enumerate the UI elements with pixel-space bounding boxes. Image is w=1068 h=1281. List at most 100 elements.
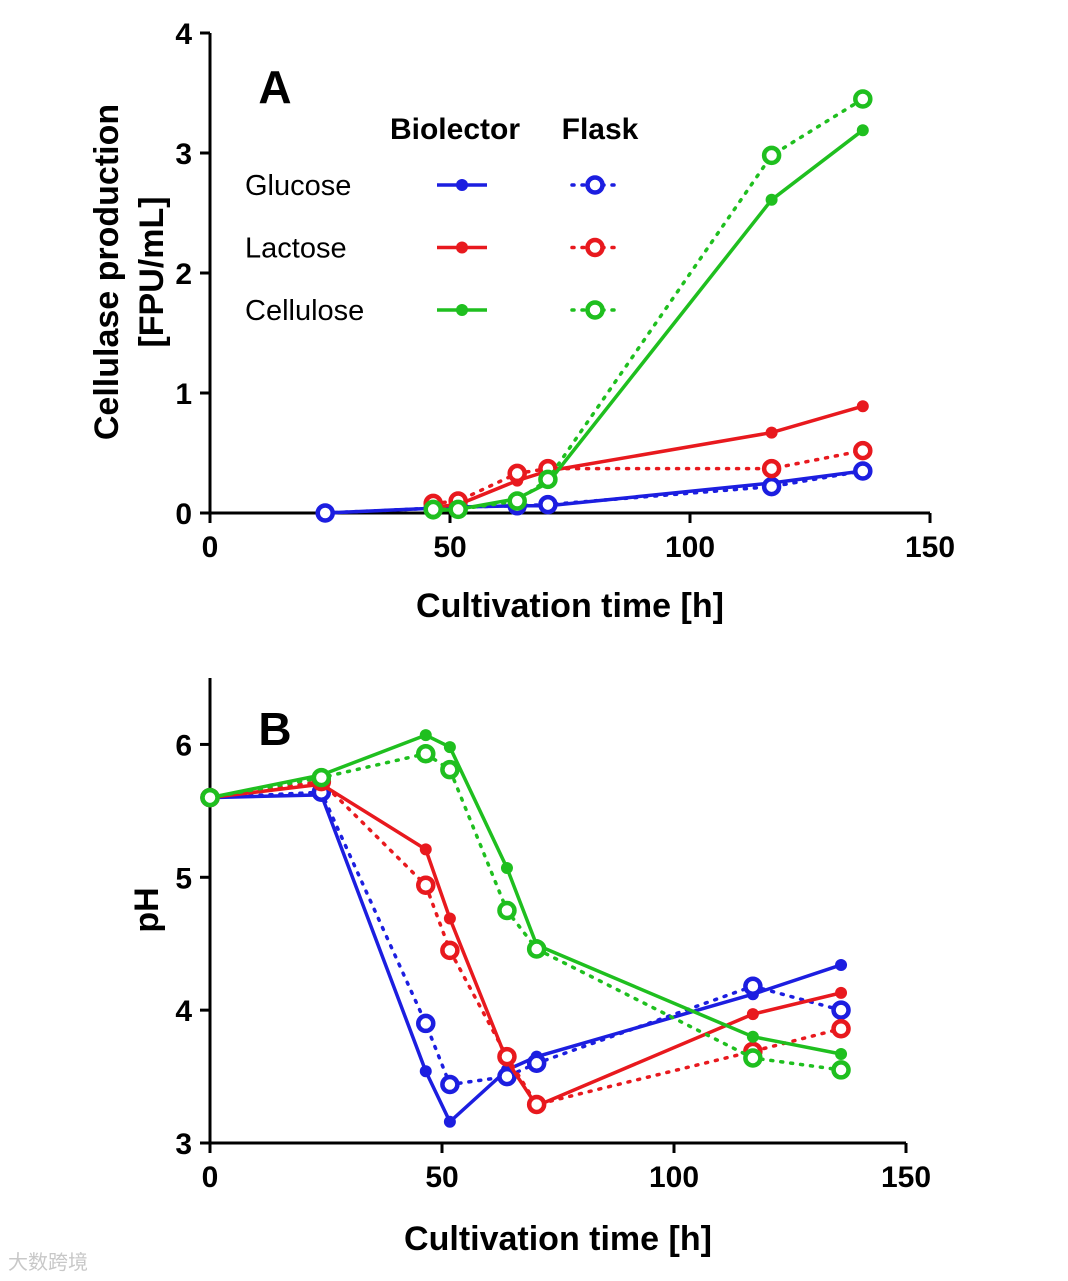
x-axis-label: Cultivation time [h] bbox=[416, 587, 724, 625]
data-point-open bbox=[743, 1048, 763, 1068]
y-axis-label: [FPU/mL] bbox=[133, 196, 171, 347]
data-point-open bbox=[507, 463, 527, 484]
data-point-open bbox=[497, 1046, 517, 1067]
data-point-open bbox=[311, 767, 332, 788]
series-line bbox=[208, 793, 843, 1125]
legend: Biolector Flask Glucose Lactose Cellulose bbox=[245, 113, 639, 327]
panel-label: B bbox=[258, 703, 291, 755]
y-tick-label: 5 bbox=[175, 862, 192, 895]
x-tick-label: 100 bbox=[649, 1161, 699, 1194]
data-point bbox=[443, 1115, 456, 1128]
legend-marker-open bbox=[585, 300, 605, 320]
panel-B: 0 50 100 150 3 4 5 6 Cultivation time [h] pH B bbox=[128, 678, 931, 1258]
data-point-open bbox=[440, 1074, 460, 1095]
series-line bbox=[208, 782, 843, 1108]
data-point bbox=[500, 861, 513, 874]
data-point-open bbox=[853, 89, 873, 109]
data-point-open bbox=[853, 440, 873, 461]
legend-marker-open bbox=[585, 175, 605, 195]
legend-marker-filled bbox=[456, 241, 468, 254]
data-point-open bbox=[853, 461, 873, 481]
series-line bbox=[208, 779, 843, 1107]
data-point-open bbox=[526, 1094, 547, 1115]
data-point bbox=[746, 1008, 759, 1021]
series-cellulose-biolector bbox=[424, 124, 869, 520]
y-tick-label: 4 bbox=[175, 995, 192, 1028]
data-point-open bbox=[761, 145, 782, 166]
x-tick-label: 50 bbox=[433, 531, 466, 564]
x-tick-label: 150 bbox=[905, 531, 955, 564]
data-point-open bbox=[761, 476, 782, 497]
data-point bbox=[856, 124, 869, 137]
data-point-open bbox=[831, 1018, 851, 1039]
y-tick-label: 2 bbox=[175, 258, 192, 291]
legend-label: Glucose bbox=[245, 170, 351, 202]
data-point bbox=[419, 1065, 432, 1078]
legend-marker-filled bbox=[456, 304, 468, 316]
data-point-open bbox=[440, 940, 460, 961]
series-line bbox=[323, 469, 865, 515]
y-tick-label: 3 bbox=[175, 1128, 192, 1161]
watermark: 大数跨境 bbox=[8, 1250, 88, 1274]
data-point-open bbox=[831, 1000, 851, 1020]
legend-header-flask: Flask bbox=[562, 113, 639, 146]
series-line bbox=[431, 404, 865, 509]
legend-label: Lactose bbox=[245, 233, 347, 265]
data-point-open bbox=[497, 900, 517, 921]
y-tick-label: 4 bbox=[175, 18, 192, 51]
data-point-open bbox=[200, 787, 220, 808]
data-point-open bbox=[416, 743, 436, 764]
data-point-open bbox=[423, 499, 443, 520]
data-point-open bbox=[440, 759, 460, 780]
panel-A: 0 50 100 150 0 1 2 3 4 Cultivation time [h] Cellul… bbox=[88, 18, 955, 625]
legend-header-biolector: Biolector bbox=[390, 113, 520, 146]
data-point bbox=[746, 1030, 759, 1043]
x-tick-label: 50 bbox=[425, 1161, 458, 1194]
data-point bbox=[835, 986, 848, 999]
x-tick-label: 0 bbox=[202, 1161, 219, 1194]
y-axis-label: Cellulase production bbox=[88, 104, 126, 440]
data-point-open bbox=[526, 1053, 547, 1074]
data-point-open bbox=[761, 458, 782, 479]
data-point bbox=[419, 729, 432, 742]
series-glucose-biolector bbox=[201, 788, 848, 1128]
series-glucose-flask bbox=[200, 782, 851, 1095]
panel-label: A bbox=[258, 61, 291, 113]
data-point bbox=[856, 400, 869, 413]
x-tick-label: 150 bbox=[881, 1161, 931, 1194]
x-tick-label: 0 bbox=[202, 531, 219, 564]
series-line bbox=[208, 790, 843, 1087]
data-point bbox=[765, 193, 778, 206]
x-tick-label: 100 bbox=[665, 531, 715, 564]
x-axis-label: Cultivation time [h] bbox=[404, 1220, 712, 1258]
data-point-open bbox=[538, 469, 558, 490]
series-cellulose-flask bbox=[200, 743, 851, 1080]
data-point bbox=[443, 741, 456, 754]
data-point bbox=[765, 426, 778, 439]
y-tick-label: 6 bbox=[175, 729, 192, 762]
legend-marker-open bbox=[585, 237, 605, 258]
data-point-open bbox=[831, 1060, 851, 1080]
data-point-open bbox=[743, 976, 763, 996]
data-point-open bbox=[497, 1066, 517, 1087]
legend-marker-filled bbox=[456, 179, 468, 191]
series-line bbox=[431, 97, 865, 512]
data-point-open bbox=[416, 875, 436, 896]
data-point bbox=[443, 912, 456, 925]
data-point-open bbox=[448, 499, 468, 520]
series-line bbox=[208, 751, 843, 1072]
series-cellulose-flask bbox=[423, 89, 873, 520]
series-lactose-biolector bbox=[424, 400, 869, 516]
y-tick-label: 1 bbox=[175, 378, 192, 411]
legend-label: Cellulose bbox=[245, 295, 364, 327]
y-tick-label: 3 bbox=[175, 138, 192, 171]
y-axis-label: pH bbox=[128, 887, 166, 932]
data-point-open bbox=[315, 503, 335, 523]
data-point bbox=[419, 843, 432, 856]
data-point-open bbox=[538, 494, 558, 515]
data-point-open bbox=[526, 939, 547, 959]
y-tick-label: 0 bbox=[175, 498, 192, 531]
data-point-open bbox=[507, 491, 527, 511]
